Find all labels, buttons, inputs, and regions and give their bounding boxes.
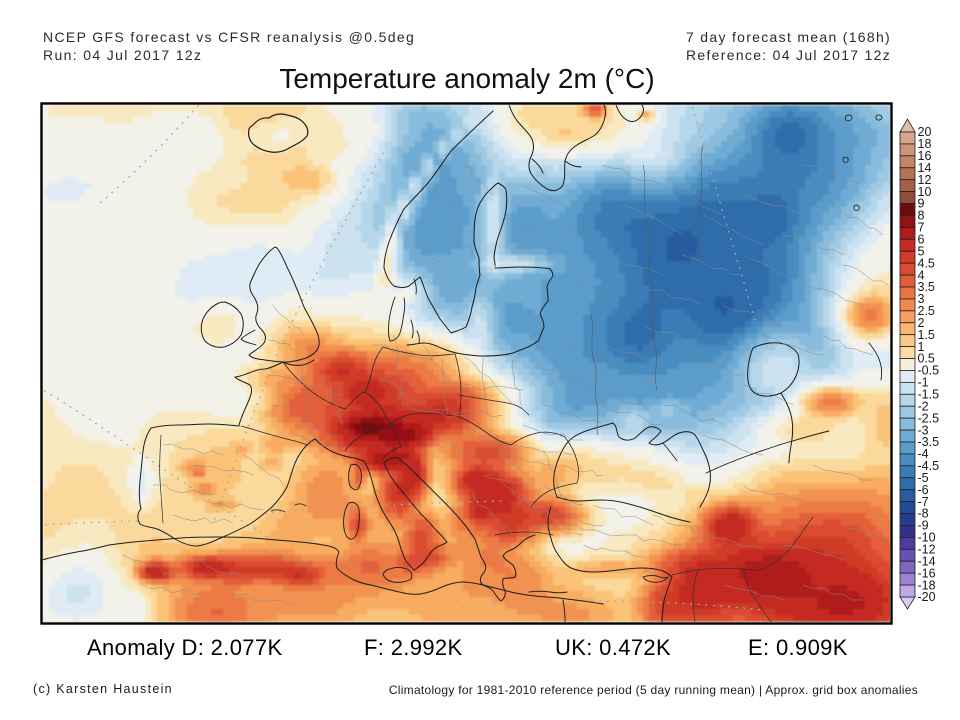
svg-text:-20: -20 [918, 590, 936, 604]
svg-text:-1: -1 [918, 376, 929, 390]
svg-text:1.5: 1.5 [918, 328, 935, 342]
svg-text:-14: -14 [918, 554, 936, 568]
svg-text:2: 2 [918, 316, 925, 330]
svg-text:-1.5: -1.5 [918, 388, 940, 402]
svg-text:2.5: 2.5 [918, 304, 935, 318]
svg-text:18: 18 [918, 137, 932, 151]
svg-text:9: 9 [918, 197, 925, 211]
svg-text:-8: -8 [918, 507, 929, 521]
svg-text:-16: -16 [918, 566, 936, 580]
svg-text:5: 5 [918, 244, 925, 258]
svg-text:-9: -9 [918, 519, 929, 533]
svg-text:10: 10 [918, 185, 932, 199]
svg-text:16: 16 [918, 149, 932, 163]
svg-text:4: 4 [918, 268, 925, 282]
svg-text:0.5: 0.5 [918, 352, 935, 366]
svg-text:-12: -12 [918, 543, 936, 557]
svg-text:-18: -18 [918, 578, 936, 592]
svg-text:8: 8 [918, 209, 925, 223]
svg-text:-0.5: -0.5 [918, 364, 940, 378]
svg-text:-4: -4 [918, 447, 929, 461]
svg-text:3.5: 3.5 [918, 280, 935, 294]
svg-text:-2.5: -2.5 [918, 411, 940, 425]
svg-text:12: 12 [918, 173, 932, 187]
svg-text:-4.5: -4.5 [918, 459, 940, 473]
svg-text:3: 3 [918, 292, 925, 306]
svg-text:20: 20 [918, 125, 932, 139]
svg-text:-10: -10 [918, 531, 936, 545]
svg-text:6: 6 [918, 233, 925, 247]
svg-text:14: 14 [918, 161, 932, 175]
svg-text:-7: -7 [918, 495, 929, 509]
svg-text:-5: -5 [918, 471, 929, 485]
svg-text:-2: -2 [918, 399, 929, 413]
svg-text:1: 1 [918, 340, 925, 354]
svg-text:-3: -3 [918, 423, 929, 437]
svg-text:-6: -6 [918, 483, 929, 497]
svg-text:-3.5: -3.5 [918, 435, 940, 449]
svg-text:7: 7 [918, 221, 925, 235]
svg-text:4.5: 4.5 [918, 256, 935, 270]
